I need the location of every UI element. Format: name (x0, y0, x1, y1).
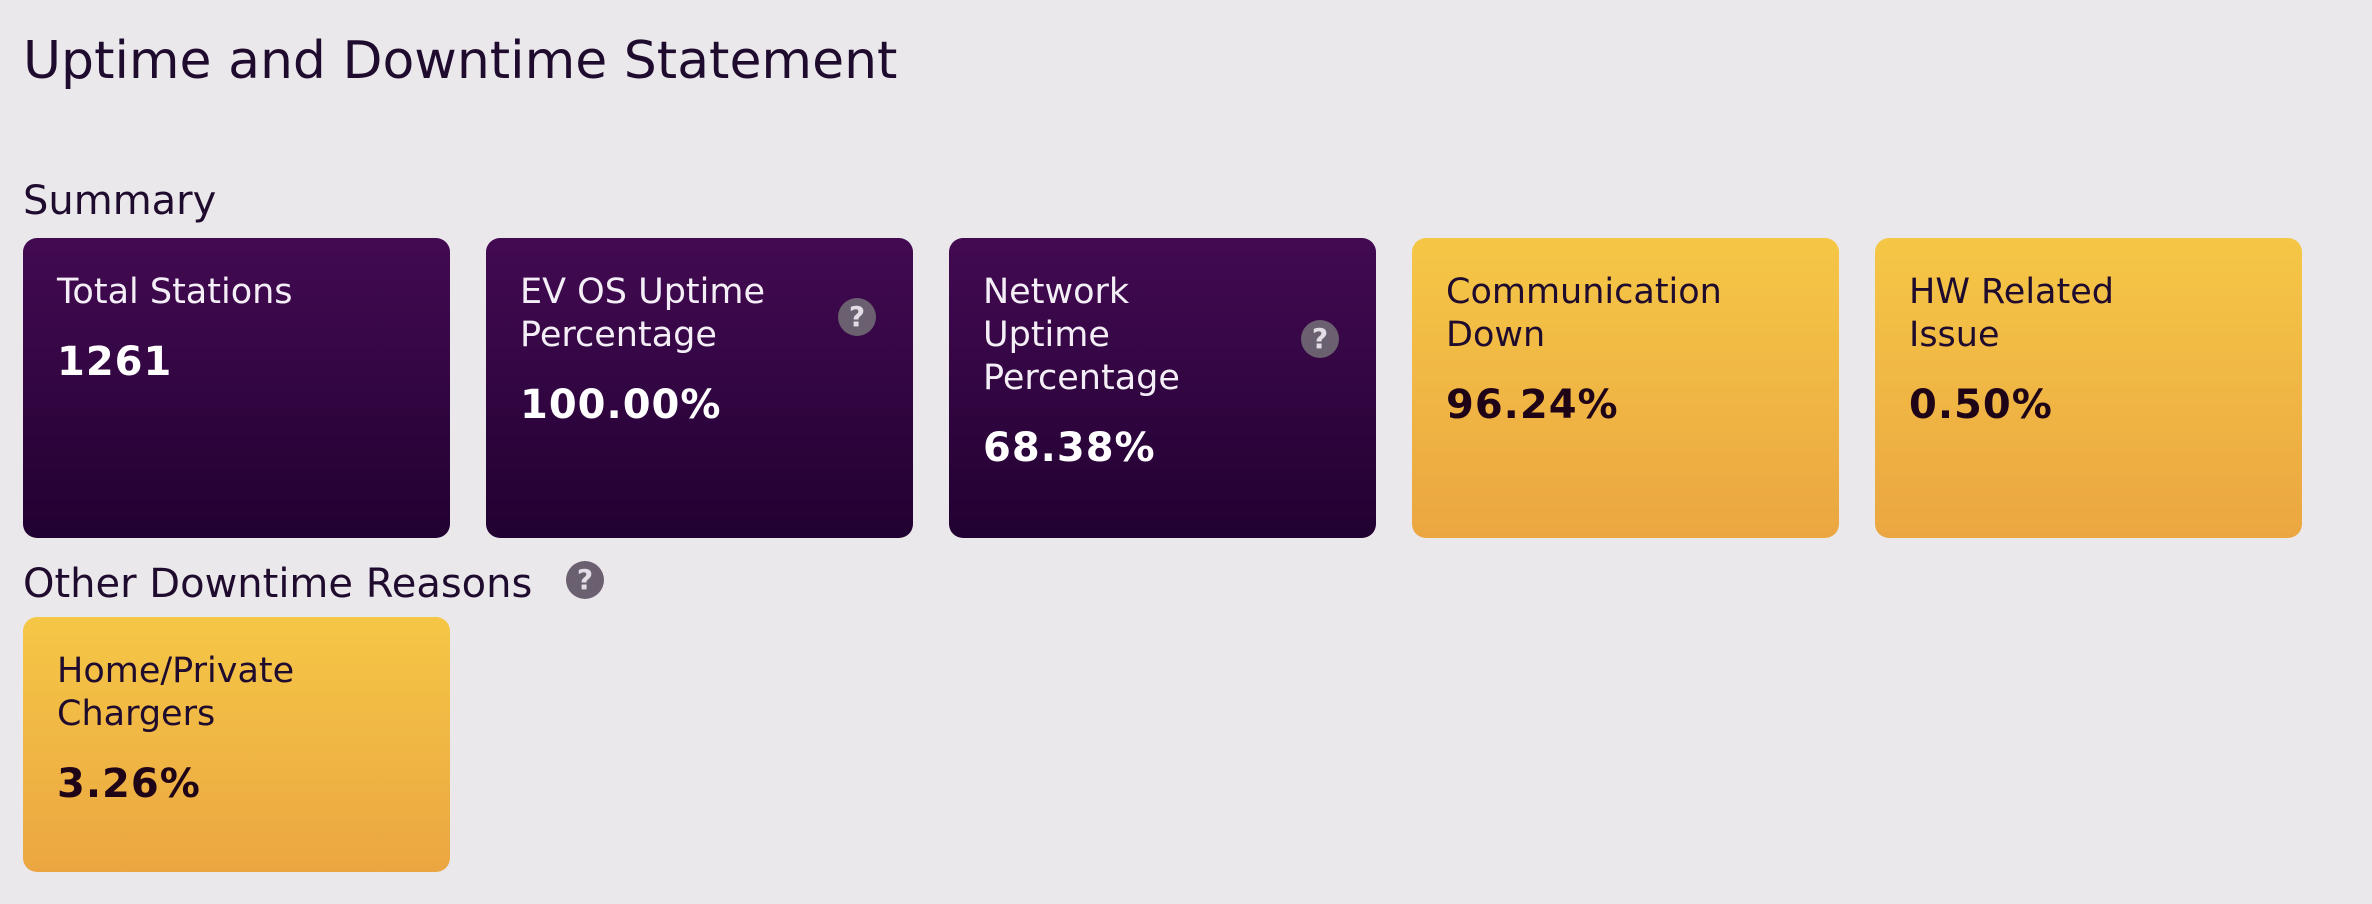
other-downtime-heading: Other Downtime Reasons (23, 561, 533, 607)
ev-os-uptime-card: EV OS Uptime Percentage 100.00% ? (486, 238, 913, 538)
card-value: 1261 (57, 339, 173, 385)
communication-down-card: Communication Down 96.24% (1412, 238, 1839, 538)
card-label: EV OS Uptime Percentage (520, 272, 765, 355)
card-value: 96.24% (1446, 382, 1619, 428)
card-label: Total Stations (57, 272, 293, 312)
card-label: HW Related Issue (1909, 272, 2114, 355)
question-circle-icon[interactable]: ? (838, 298, 876, 336)
home-private-chargers-card: Home/Private Chargers 3.26% (23, 617, 450, 872)
page-title: Uptime and Downtime Statement (23, 31, 898, 91)
summary-heading: Summary (23, 178, 217, 224)
question-circle-icon[interactable]: ? (1301, 320, 1339, 358)
card-label: Home/Private Chargers (57, 651, 295, 734)
card-value: 0.50% (1909, 382, 2053, 428)
card-label: Communication Down (1446, 272, 1722, 355)
hw-related-issue-card: HW Related Issue 0.50% (1875, 238, 2302, 538)
total-stations-card: Total Stations 1261 (23, 238, 450, 538)
card-value: 3.26% (57, 761, 201, 807)
card-label: Network Uptime Percentage (983, 272, 1180, 398)
question-circle-icon[interactable]: ? (566, 561, 604, 599)
card-value: 100.00% (520, 382, 722, 428)
card-value: 68.38% (983, 425, 1156, 471)
network-uptime-card: Network Uptime Percentage 68.38% ? (949, 238, 1376, 538)
